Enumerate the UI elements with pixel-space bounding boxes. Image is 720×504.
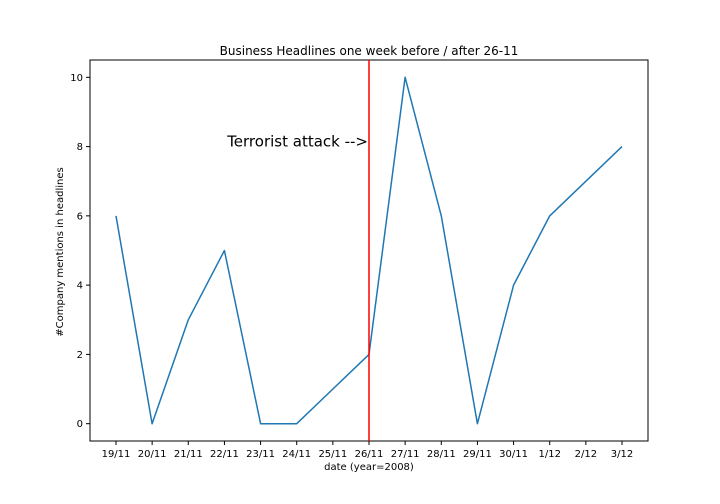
y-tick-label: 0 bbox=[77, 419, 83, 430]
x-tick-label: 23/11 bbox=[246, 449, 275, 460]
x-tick-label: 28/11 bbox=[427, 449, 456, 460]
y-tick-label: 10 bbox=[70, 73, 83, 84]
x-tick-label: 30/11 bbox=[499, 449, 528, 460]
y-tick-label: 8 bbox=[77, 142, 83, 153]
x-tick-label: 19/11 bbox=[102, 449, 131, 460]
x-tick-label: 22/11 bbox=[210, 449, 239, 460]
x-axis-label: date (year=2008) bbox=[324, 462, 414, 473]
y-tick-label: 2 bbox=[77, 350, 83, 361]
y-tick-label: 6 bbox=[77, 211, 83, 222]
x-tick-label: 3/12 bbox=[611, 449, 633, 460]
chart-title: Business Headlines one week before / aft… bbox=[220, 44, 519, 58]
plot-area: 19/11 20/11 21/11 22/11 23/11 24/11 25/11 26/11… bbox=[70, 59, 649, 460]
x-tick-label: 25/11 bbox=[318, 449, 347, 460]
y-tick-label: 4 bbox=[77, 281, 83, 292]
y-axis-label: #Company mentions in headlines bbox=[55, 167, 66, 336]
x-tick-label: 29/11 bbox=[463, 449, 492, 460]
x-tick-label: 2/12 bbox=[575, 449, 597, 460]
x-tick-label: 20/11 bbox=[138, 449, 167, 460]
annotation-text: Terrorist attack --> bbox=[226, 133, 368, 151]
x-tick-label: 21/11 bbox=[174, 449, 203, 460]
x-tick-label: 27/11 bbox=[391, 449, 420, 460]
x-tick-label: 1/12 bbox=[538, 449, 560, 460]
x-tick-label: 26/11 bbox=[355, 449, 384, 460]
x-tick-label: 24/11 bbox=[282, 449, 311, 460]
